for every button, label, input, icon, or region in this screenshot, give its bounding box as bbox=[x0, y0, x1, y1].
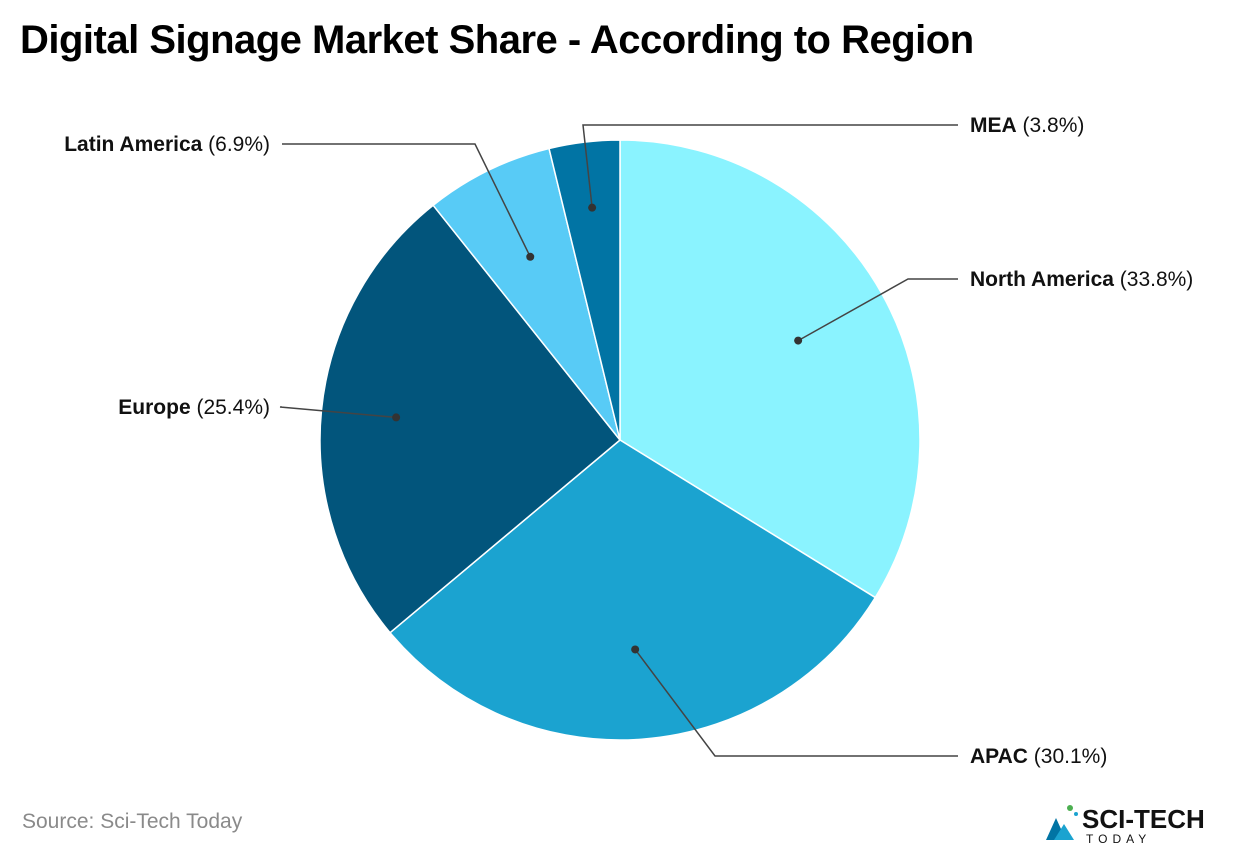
leader-dot-north-america bbox=[794, 336, 803, 345]
leader-line-latin-america bbox=[282, 143, 531, 258]
data-label-mea: MEA (3.8%) bbox=[970, 114, 1084, 137]
logo-icon bbox=[1046, 805, 1078, 840]
leader-dot-latin-america bbox=[526, 252, 535, 261]
source-text: Source: Sci-Tech Today bbox=[22, 810, 243, 833]
leader-line-north-america bbox=[797, 278, 958, 342]
leader-line-europe bbox=[279, 406, 397, 419]
logo-subtext: TODAY bbox=[1086, 832, 1151, 846]
pie-slice-apac bbox=[388, 439, 877, 741]
data-label-europe: Europe (25.4%) bbox=[118, 396, 270, 419]
logo-text: SCI-TECH bbox=[1082, 804, 1205, 834]
leader-line-apac bbox=[634, 649, 958, 757]
chart-title: Digital Signage Market Share - According… bbox=[20, 18, 974, 62]
leader-dot-apac bbox=[631, 645, 640, 654]
data-label-apac: APAC (30.1%) bbox=[970, 745, 1107, 768]
data-label-latin-america: Latin America (6.9%) bbox=[64, 133, 270, 156]
data-label-north-america: North America (33.8%) bbox=[970, 268, 1193, 291]
leader-dot-europe bbox=[392, 413, 401, 422]
pie-slice-europe bbox=[319, 204, 622, 634]
leader-dot-mea bbox=[588, 203, 597, 212]
sci-tech-logo: SCI-TECH TODAY bbox=[1046, 804, 1205, 846]
leader-line-mea bbox=[582, 124, 958, 208]
